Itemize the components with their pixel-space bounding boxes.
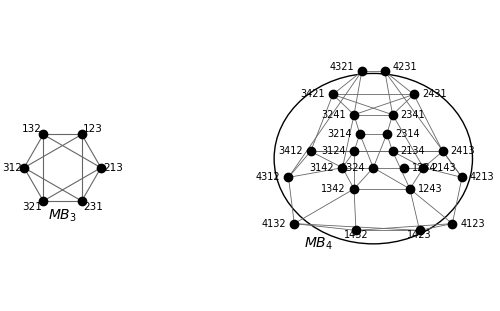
Text: 1432: 1432 (344, 230, 368, 240)
Text: 321: 321 (22, 202, 42, 212)
Text: 4312: 4312 (256, 172, 280, 182)
Text: 132: 132 (22, 124, 42, 134)
Text: $MB_3$: $MB_3$ (48, 207, 77, 224)
Text: 2143: 2143 (432, 163, 456, 173)
Text: 2341: 2341 (400, 110, 425, 120)
Text: $MB_4$: $MB_4$ (304, 235, 334, 252)
Text: 231: 231 (84, 202, 103, 212)
Text: 2314: 2314 (395, 129, 419, 139)
Text: 1243: 1243 (418, 184, 442, 194)
Text: 1423: 1423 (408, 230, 432, 240)
Text: 4321: 4321 (329, 62, 353, 72)
Text: 3124: 3124 (322, 146, 346, 156)
Text: 2134: 2134 (400, 146, 425, 156)
Text: 3412: 3412 (278, 146, 302, 156)
Text: 2413: 2413 (450, 146, 475, 156)
Text: 2431: 2431 (422, 90, 446, 100)
Text: 1342: 1342 (322, 184, 346, 194)
Text: 4231: 4231 (393, 62, 417, 72)
Text: 1324: 1324 (340, 163, 365, 173)
Text: 4213: 4213 (470, 172, 494, 182)
Text: 312: 312 (2, 163, 21, 173)
Text: 3421: 3421 (300, 90, 325, 100)
Text: 4132: 4132 (262, 219, 286, 229)
Text: 3241: 3241 (322, 110, 346, 120)
Text: 1234: 1234 (412, 163, 437, 173)
Text: 123: 123 (84, 124, 103, 134)
Text: 3214: 3214 (327, 129, 352, 139)
Text: 4123: 4123 (460, 219, 485, 229)
Text: 3142: 3142 (310, 163, 334, 173)
Text: 213: 213 (104, 163, 123, 173)
